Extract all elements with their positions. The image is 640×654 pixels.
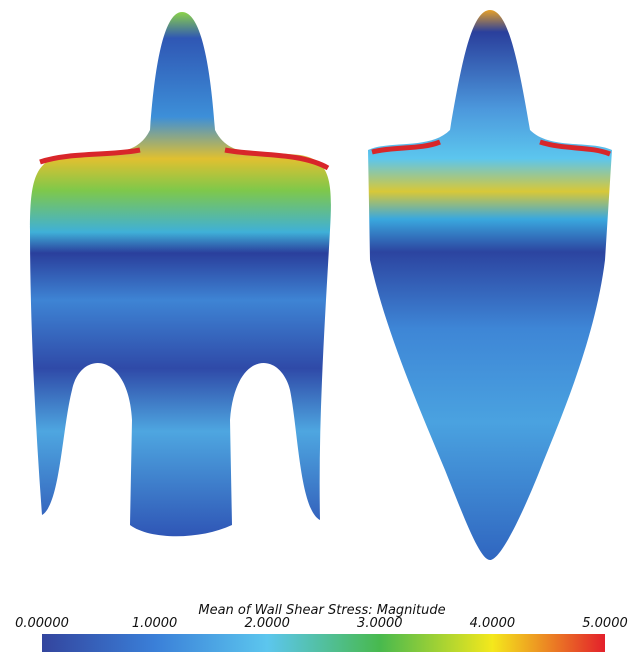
colorbar-tick-label: 1.0000 [132, 616, 178, 631]
figure: Mean of Wall Shear Stress: Magnitude 0.0… [0, 0, 640, 654]
colorbar-tick-label: 4.0000 [470, 616, 516, 631]
colorbar-tick-label: 0.00000 [15, 616, 69, 631]
colorbar-tick-label: 3.0000 [357, 616, 403, 631]
colorbar-tick-label: 2.0000 [244, 616, 290, 631]
colorbar-tick-label: 5.0000 [582, 616, 628, 631]
left-geometry [30, 12, 331, 536]
colorbar [42, 634, 605, 652]
colorbar-title: Mean of Wall Shear Stress: Magnitude [198, 603, 445, 618]
right-geometry [368, 10, 612, 560]
